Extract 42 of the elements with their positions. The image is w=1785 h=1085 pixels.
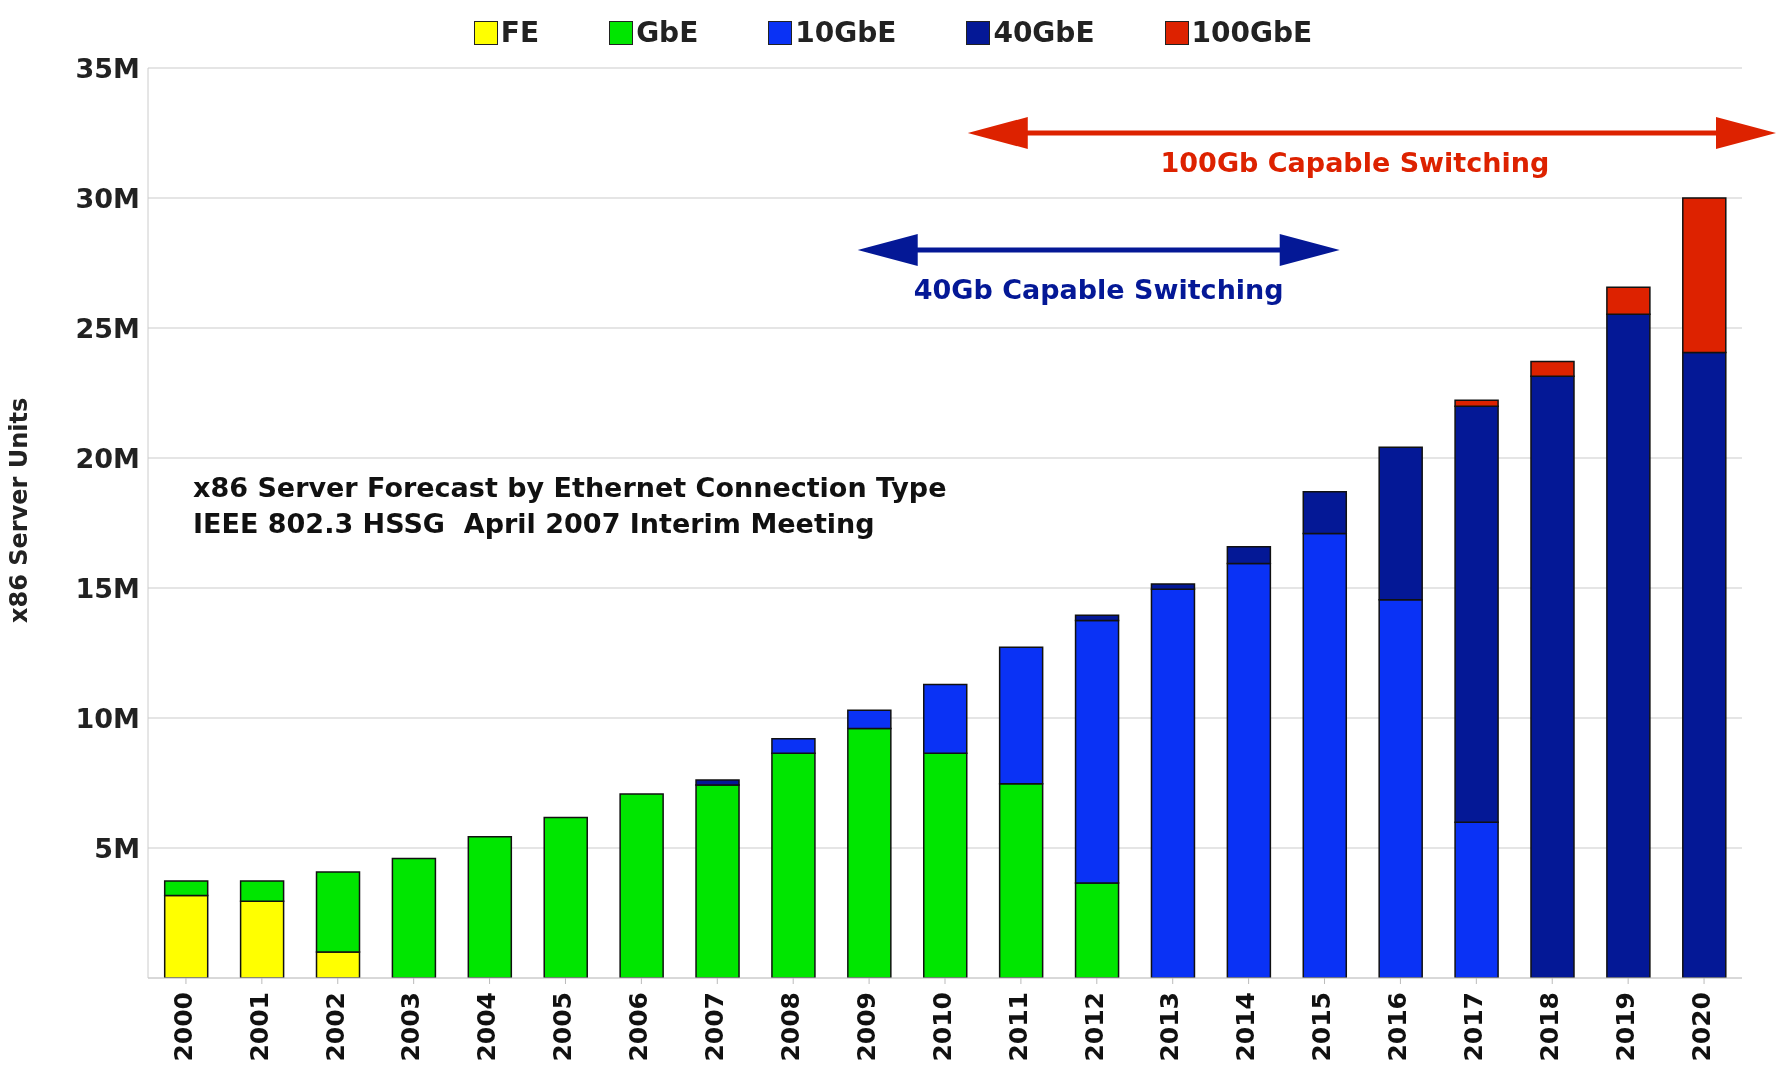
x-tick-label: 2003 <box>396 992 426 1062</box>
x-tick-label: 2008 <box>775 992 805 1062</box>
annotation: 100Gb Capable Switching <box>1160 147 1550 178</box>
y-tick-label: 10M <box>75 702 140 734</box>
text: IEEE 802.3 HSSG April 2007 Interim Meeting <box>193 508 875 540</box>
x-tick-label: 2004 <box>472 992 502 1062</box>
y-tick-label: 15M <box>75 572 140 604</box>
x-tick-label: 2000 <box>168 992 198 1062</box>
y-tick-label: 35M <box>75 52 140 84</box>
x-tick-label: 2007 <box>700 992 730 1062</box>
x-tick-label: 2019 <box>1610 992 1640 1062</box>
y-tick-label: 20M <box>75 442 140 474</box>
x-tick-label: 2010 <box>927 992 957 1062</box>
x-tick-label: 2006 <box>624 992 654 1062</box>
x-tick-label: 2020 <box>1686 992 1716 1062</box>
y-tick-label: 30M <box>75 182 140 214</box>
x-tick-label: 2011 <box>1003 992 1033 1062</box>
x-tick-label: 2018 <box>1534 992 1564 1062</box>
x-tick-label: 2005 <box>548 992 578 1062</box>
y-tick-label: 25M <box>75 312 140 344</box>
bar <box>467 836 513 978</box>
x-tick-label: 2017 <box>1459 992 1489 1062</box>
x-tick-label: 2009 <box>851 992 881 1062</box>
x-tick-label: 2002 <box>320 992 350 1062</box>
x-tick-label: 2015 <box>1307 992 1337 1062</box>
x-tick-label: 2014 <box>1231 992 1261 1062</box>
annotation: 40Gb Capable Switching <box>913 274 1284 306</box>
x-tick-label: 2001 <box>244 992 274 1062</box>
legend-label: 10GbE <box>794 16 897 49</box>
x-tick-label: 2013 <box>1155 992 1185 1062</box>
x-tick-label: 2016 <box>1383 992 1413 1062</box>
legend-label: GbE <box>635 16 699 49</box>
x-tick-label: 2012 <box>1079 992 1109 1062</box>
y-axis-title: x86 Server Units <box>4 397 33 623</box>
y-tick-label: 5M <box>94 832 140 864</box>
legend-label: FE <box>499 16 540 49</box>
bar <box>543 816 588 978</box>
bar <box>619 793 664 978</box>
legend-label: 100GbE <box>1190 16 1313 49</box>
text: x86 Server Forecast by Ethernet Connection Type <box>193 472 947 503</box>
bar <box>391 857 437 978</box>
legend-label: 40GbE <box>992 16 1095 49</box>
